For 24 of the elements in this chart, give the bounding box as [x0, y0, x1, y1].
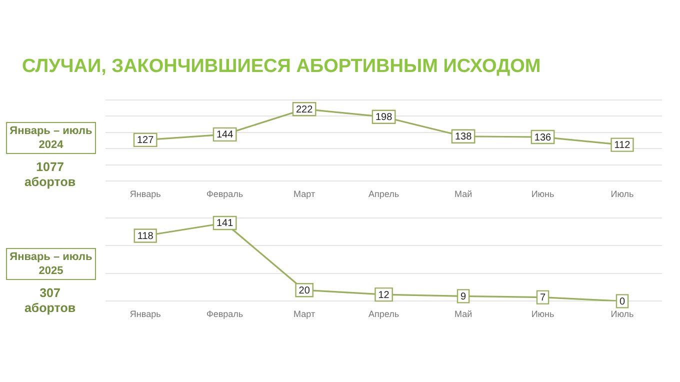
text: 307 абортов [23, 286, 77, 316]
chart-title: СЛУЧАИ, ЗАКОНЧИВШИЕСЯ АБОРТИВНЫМ ИСХОДОМ [22, 56, 541, 78]
x-tick-label: Июнь [531, 309, 555, 320]
x-tick-label: Март [294, 189, 316, 200]
x-tick-label: Май [454, 309, 472, 320]
x-tick-label: Апрель [368, 189, 400, 200]
text: Январь – июль 2024 [6, 122, 96, 154]
data-label: 20 [298, 285, 310, 296]
x-tick-label: Апрель [368, 309, 400, 320]
x-tick-label: Июнь [531, 189, 555, 200]
x-tick-label: Январь [130, 309, 162, 320]
x-tick-label: Июль [610, 189, 634, 200]
text: 1077 абортов [23, 160, 77, 190]
data-label: 12 [378, 290, 390, 301]
x-tick-label: Февраль [206, 189, 244, 200]
x-tick-label: Май [454, 189, 472, 200]
text: Январь – июль 2025 [6, 248, 96, 280]
x-tick-label: Июль [610, 309, 634, 320]
data-label: 9 [460, 291, 467, 302]
x-tick-label: Январь [130, 189, 162, 200]
x-tick-label: Февраль [206, 309, 244, 320]
x-tick-label: Март [294, 309, 316, 320]
data-label: 7 [540, 292, 546, 304]
data-label: 0 [619, 296, 626, 308]
